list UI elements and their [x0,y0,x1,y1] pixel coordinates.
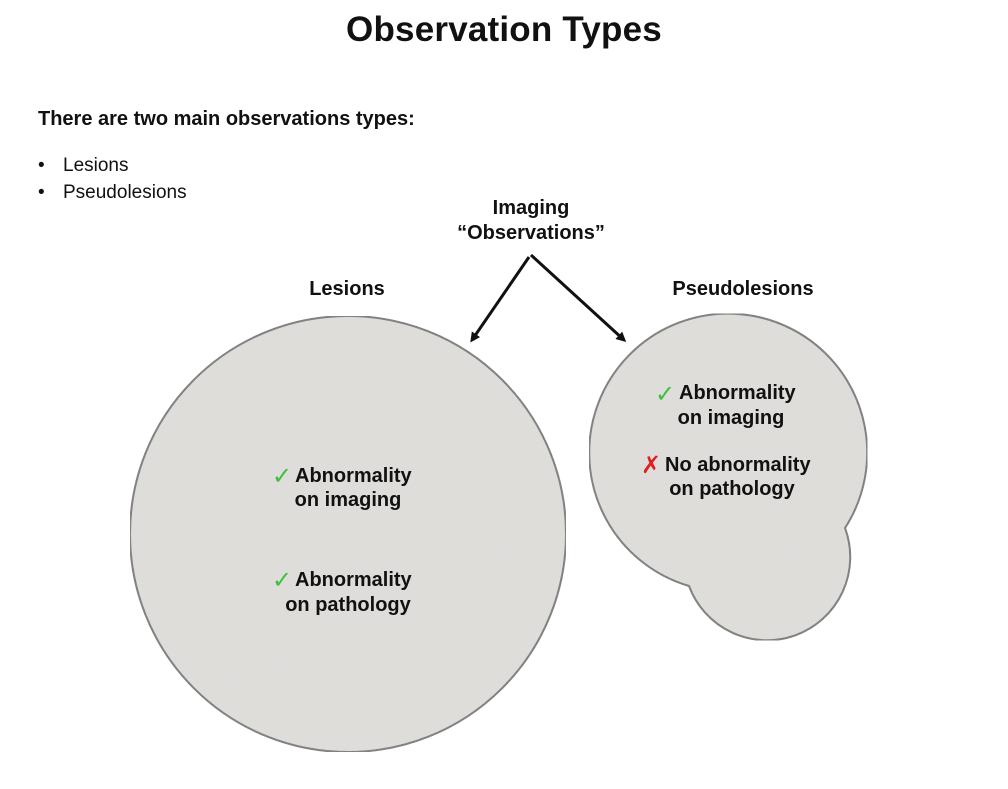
page-title: Observation Types [346,10,662,49]
lesions-item: ✓ Abnormality on pathology [272,566,413,616]
check-icon: ✓ [272,462,292,490]
root-label-line2: “Observations” [457,222,605,244]
pseudolesions-item-line1: No abnormality [665,454,811,476]
pseudolesions-item: ✓ Abnormality on imaging [655,380,797,429]
cross-icon: ✗ [641,451,661,479]
lesions-circle [129,315,567,753]
list-item-label: Pseudolesions [63,182,187,203]
pseudolesions-item-line2: on pathology [669,478,795,500]
lesions-heading: Lesions [309,278,385,300]
pseudolesions-item-line1: Abnormality [679,382,797,404]
lesions-item-line1: Abnormality [295,569,413,591]
root-label-line1: Imaging [493,197,570,219]
pseudolesions-item: ✗ No abnormality on pathology [641,451,811,500]
list-item: • Pseudolesions [38,179,187,206]
check-icon: ✓ [655,380,675,408]
observation-types-list: • Lesions • Pseudolesions [38,152,187,206]
arrow-to-pseudolesions [529,253,627,343]
lesions-item-line2: on imaging [295,489,402,511]
lesions-item-line2: on pathology [285,594,411,616]
bullet-icon: • [38,155,45,176]
list-item-label: Lesions [63,155,129,176]
pseudolesions-shape [588,312,869,642]
pseudolesions-item-line2: on imaging [678,407,785,429]
lesions-item: ✓ Abnormality on imaging [272,462,413,511]
list-item: • Lesions [38,152,187,179]
check-icon: ✓ [272,566,292,594]
bullet-icon: • [38,182,45,203]
arrow-to-lesions [470,256,531,343]
intro-text: There are two main observations types: [38,108,415,130]
pseudolesions-heading: Pseudolesions [672,278,813,300]
lesions-item-line1: Abnormality [295,465,413,487]
